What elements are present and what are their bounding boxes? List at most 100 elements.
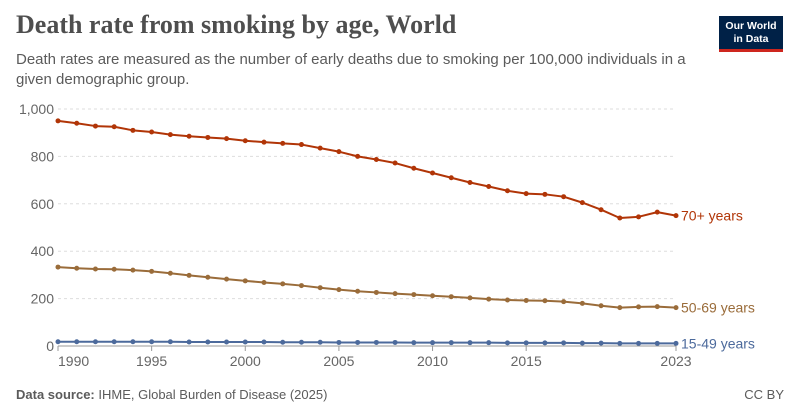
data-point[interactable] <box>486 296 492 302</box>
data-point[interactable] <box>205 339 211 345</box>
data-point[interactable] <box>392 291 398 297</box>
data-point[interactable] <box>467 340 473 346</box>
data-point[interactable] <box>373 339 379 345</box>
data-point[interactable] <box>673 340 679 346</box>
data-point[interactable] <box>617 215 623 221</box>
data-point[interactable] <box>298 283 304 289</box>
data-point[interactable] <box>579 200 585 206</box>
data-point[interactable] <box>598 207 604 213</box>
data-point[interactable] <box>355 288 361 294</box>
data-point[interactable] <box>598 340 604 346</box>
series-line[interactable] <box>58 340 676 345</box>
data-point[interactable] <box>486 340 492 346</box>
data-point[interactable] <box>317 145 323 151</box>
data-point[interactable] <box>92 266 98 272</box>
data-point[interactable] <box>430 340 436 346</box>
owid-logo[interactable]: Our World in Data <box>719 16 783 52</box>
data-point[interactable] <box>317 285 323 291</box>
data-point[interactable] <box>167 132 173 138</box>
data-point[interactable] <box>317 339 323 345</box>
data-point[interactable] <box>561 194 567 200</box>
data-point[interactable] <box>654 340 660 346</box>
series-line[interactable] <box>57 266 677 309</box>
license-label[interactable]: CC BY <box>744 387 784 402</box>
data-point[interactable] <box>373 156 379 162</box>
data-point[interactable] <box>392 160 398 166</box>
data-point[interactable] <box>280 339 286 345</box>
data-point[interactable] <box>298 339 304 345</box>
data-point[interactable] <box>186 339 192 345</box>
data-point[interactable] <box>224 276 230 282</box>
data-point[interactable] <box>598 303 604 309</box>
data-point[interactable] <box>130 267 136 273</box>
data-point[interactable] <box>224 339 230 345</box>
data-point[interactable] <box>92 123 98 129</box>
data-point[interactable] <box>92 339 98 345</box>
data-point[interactable] <box>336 287 342 293</box>
data-point[interactable] <box>280 281 286 287</box>
data-point[interactable] <box>186 133 192 139</box>
data-point[interactable] <box>617 305 623 311</box>
data-point[interactable] <box>149 339 155 345</box>
data-point[interactable] <box>411 292 417 298</box>
series-line[interactable] <box>57 119 677 220</box>
data-point[interactable] <box>74 339 80 345</box>
data-point[interactable] <box>654 304 660 310</box>
data-point[interactable] <box>130 127 136 133</box>
data-point[interactable] <box>673 213 679 219</box>
data-point[interactable] <box>448 340 454 346</box>
data-point[interactable] <box>430 293 436 299</box>
data-point[interactable] <box>355 153 361 159</box>
data-point[interactable] <box>74 265 80 271</box>
data-point[interactable] <box>261 279 267 285</box>
data-point[interactable] <box>523 191 529 197</box>
data-point[interactable] <box>55 264 61 270</box>
data-point[interactable] <box>261 139 267 145</box>
data-point[interactable] <box>504 297 510 303</box>
data-point[interactable] <box>242 278 248 284</box>
data-point[interactable] <box>561 299 567 305</box>
data-point[interactable] <box>579 340 585 346</box>
data-point[interactable] <box>636 304 642 310</box>
data-point[interactable] <box>654 209 660 215</box>
data-point[interactable] <box>167 270 173 276</box>
data-point[interactable] <box>636 340 642 346</box>
data-point[interactable] <box>411 340 417 346</box>
data-point[interactable] <box>561 340 567 346</box>
data-point[interactable] <box>579 300 585 306</box>
data-point[interactable] <box>373 289 379 295</box>
data-point[interactable] <box>336 149 342 155</box>
data-point[interactable] <box>504 340 510 346</box>
data-point[interactable] <box>467 295 473 301</box>
data-point[interactable] <box>336 339 342 345</box>
data-point[interactable] <box>411 165 417 171</box>
data-point[interactable] <box>149 268 155 274</box>
data-point[interactable] <box>205 134 211 140</box>
data-point[interactable] <box>224 136 230 142</box>
data-point[interactable] <box>149 129 155 135</box>
data-point[interactable] <box>523 340 529 346</box>
data-point[interactable] <box>392 339 398 345</box>
data-point[interactable] <box>504 188 510 194</box>
data-point[interactable] <box>542 191 548 197</box>
data-point[interactable] <box>617 340 623 346</box>
data-point[interactable] <box>673 305 679 311</box>
data-point[interactable] <box>542 340 548 346</box>
data-point[interactable] <box>186 272 192 278</box>
data-point[interactable] <box>467 179 473 185</box>
data-point[interactable] <box>55 339 61 345</box>
data-point[interactable] <box>355 339 361 345</box>
data-point[interactable] <box>205 274 211 280</box>
data-point[interactable] <box>430 170 436 176</box>
data-point[interactable] <box>242 339 248 345</box>
source-text[interactable]: IHME, Global Burden of Disease (2025) <box>98 387 328 402</box>
data-point[interactable] <box>636 214 642 220</box>
data-point[interactable] <box>486 183 492 189</box>
data-point[interactable] <box>242 138 248 144</box>
data-point[interactable] <box>261 339 267 345</box>
data-point[interactable] <box>111 339 117 345</box>
data-point[interactable] <box>448 175 454 181</box>
data-point[interactable] <box>111 266 117 272</box>
data-point[interactable] <box>111 124 117 130</box>
data-point[interactable] <box>448 294 454 300</box>
